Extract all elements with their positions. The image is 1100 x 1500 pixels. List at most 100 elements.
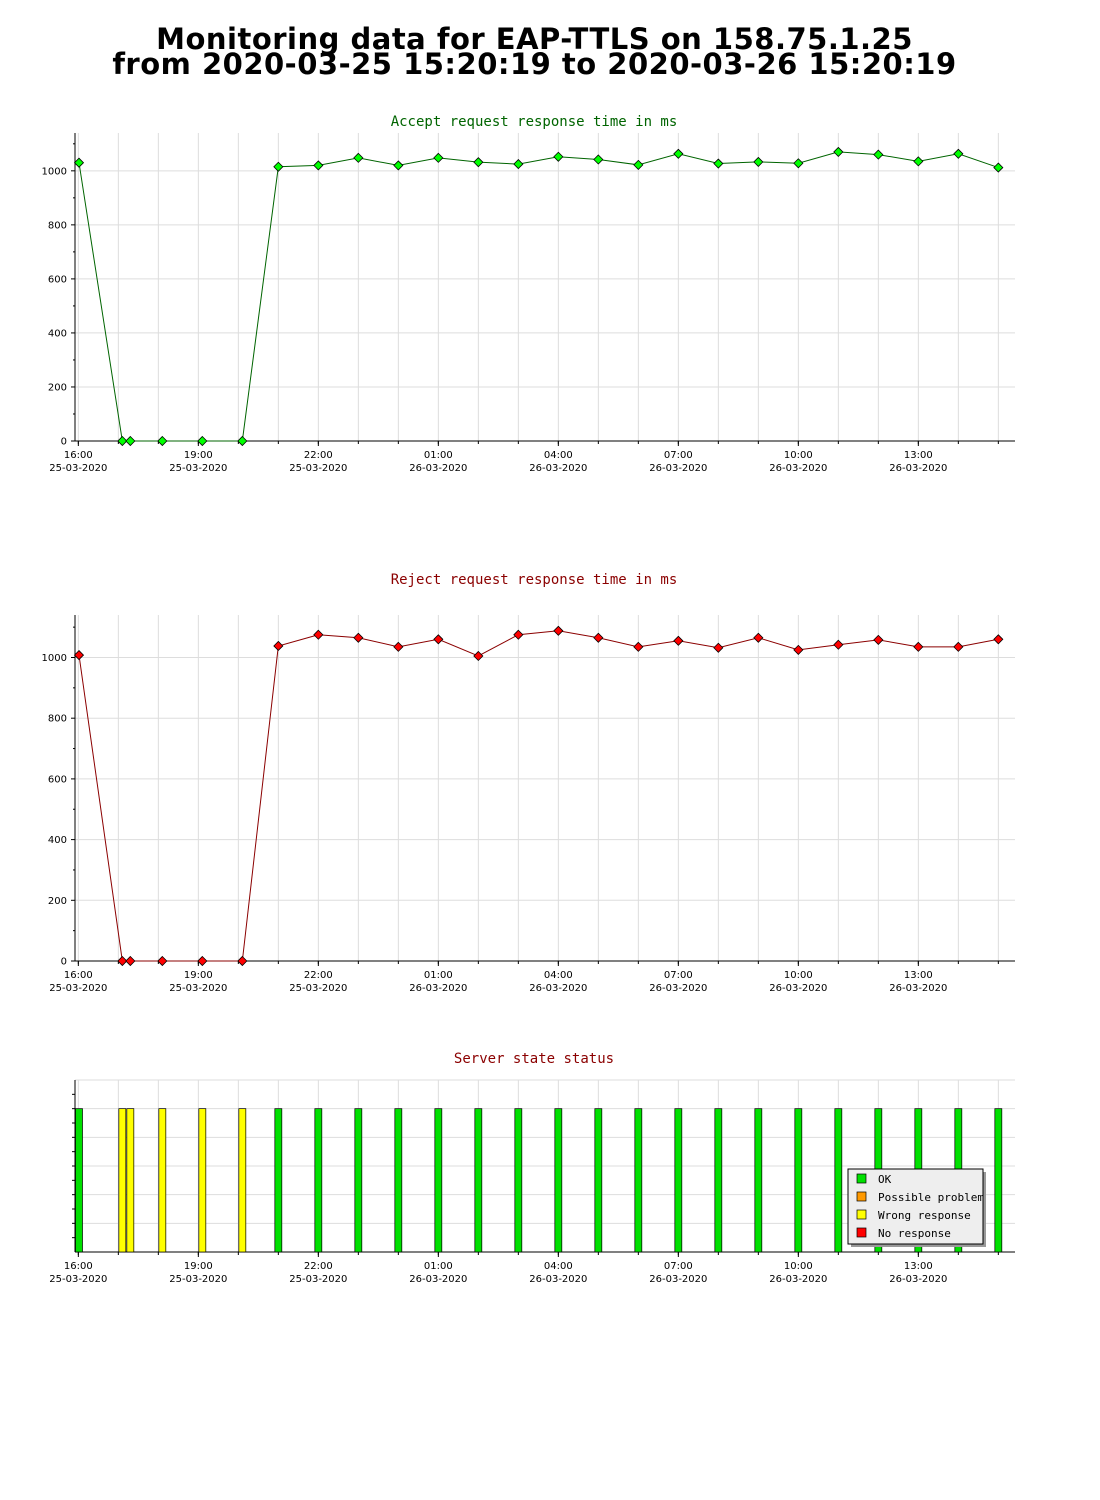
y-tick-label: 0 — [61, 437, 67, 448]
chart-title: Server state status — [454, 1051, 614, 1067]
status-bar — [674, 1108, 683, 1253]
data-point — [125, 435, 136, 447]
data-point — [873, 634, 884, 645]
status-bar — [75, 1108, 83, 1253]
chart-3: Server state status 16:00 25-03-2020 19:00 2… — [49, 1051, 1015, 1285]
x-tick-label-date: 26-03-2020 — [409, 1274, 467, 1285]
data-point — [313, 160, 324, 171]
status-bar — [834, 1108, 843, 1253]
x-tick-label-time: 13:00 — [904, 970, 933, 981]
data-point — [353, 152, 364, 163]
x-tick-label-time: 16:00 — [64, 450, 93, 461]
data-point — [873, 149, 884, 160]
data-point — [433, 634, 444, 645]
data-point — [993, 634, 1004, 645]
y-tick-label: 1000 — [42, 166, 67, 177]
x-tick-label-date: 26-03-2020 — [889, 1274, 947, 1285]
status-bar — [594, 1108, 603, 1253]
status-bar — [394, 1108, 403, 1253]
data-point — [833, 639, 844, 650]
y-tick-label: 200 — [48, 382, 67, 393]
data-point — [753, 632, 764, 643]
x-tick-label-date: 26-03-2020 — [529, 983, 587, 994]
y-tick-label: 400 — [48, 328, 67, 339]
y-tick-label: 400 — [48, 835, 67, 846]
data-point — [197, 955, 208, 967]
x-tick-label-date: 26-03-2020 — [889, 983, 947, 994]
y-tick-label: 1000 — [42, 653, 67, 664]
chart-1: Accept request response time in ms 0 200 40… — [42, 114, 1015, 474]
data-point — [513, 629, 524, 640]
status-bar — [754, 1108, 763, 1253]
data-point — [117, 955, 128, 967]
data-point — [237, 435, 248, 447]
x-tick-label-time: 04:00 — [544, 1261, 573, 1272]
status-bar — [794, 1108, 803, 1253]
status-bar — [634, 1108, 643, 1253]
status-bar — [118, 1108, 127, 1253]
data-point — [473, 650, 484, 662]
data-point — [713, 158, 724, 169]
status-bar — [994, 1108, 1003, 1253]
x-tick-label-date: 25-03-2020 — [289, 463, 347, 474]
status-bar — [434, 1108, 443, 1253]
x-tick-label-date: 25-03-2020 — [169, 463, 227, 474]
plot-area — [75, 615, 1015, 961]
data-point — [393, 641, 404, 652]
data-point — [713, 642, 724, 653]
x-tick-label-time: 07:00 — [664, 450, 693, 461]
x-tick-label-date: 26-03-2020 — [649, 983, 707, 994]
data-point — [913, 156, 924, 167]
data-point — [273, 161, 284, 172]
x-tick-label-time: 19:00 — [184, 1261, 213, 1272]
x-tick-label-date: 26-03-2020 — [649, 1274, 707, 1285]
x-tick-label-date: 25-03-2020 — [289, 983, 347, 994]
data-point — [313, 629, 324, 640]
x-tick-label-time: 22:00 — [304, 450, 333, 461]
data-point — [833, 146, 844, 157]
x-tick-label-time: 22:00 — [304, 970, 333, 981]
data-point — [753, 156, 764, 167]
data-point — [913, 641, 924, 652]
data-point — [993, 162, 1004, 173]
legend-box — [847, 1168, 984, 1245]
x-tick-label-date: 26-03-2020 — [769, 1274, 827, 1285]
x-tick-label-date: 26-03-2020 — [769, 463, 827, 474]
x-tick-label-time: 13:00 — [904, 1261, 933, 1272]
data-point — [117, 435, 128, 447]
page-subtitle: from 2020-03-25 15:20:19 to 2020-03-26 1… — [112, 47, 957, 81]
legend-label: OK — [878, 1173, 892, 1186]
status-bar — [354, 1108, 363, 1253]
x-tick-label-time: 04:00 — [544, 450, 573, 461]
data-point — [353, 632, 364, 643]
x-tick-label-time: 16:00 — [64, 1261, 93, 1272]
data-point — [673, 148, 684, 159]
x-tick-label-time: 01:00 — [424, 1261, 453, 1272]
y-tick-label: 600 — [48, 774, 67, 785]
x-tick-label-time: 10:00 — [784, 1261, 813, 1272]
plot-area — [75, 133, 1015, 441]
data-point — [593, 632, 604, 643]
data-point — [513, 159, 524, 170]
data-point — [673, 635, 684, 646]
x-tick-label-date: 26-03-2020 — [409, 463, 467, 474]
status-bar — [514, 1108, 523, 1253]
data-point — [197, 435, 208, 447]
x-tick-label-time: 10:00 — [784, 970, 813, 981]
x-tick-label-date: 26-03-2020 — [409, 983, 467, 994]
data-point — [793, 158, 804, 169]
x-tick-label-time: 19:00 — [184, 450, 213, 461]
status-bar — [126, 1108, 135, 1253]
legend-swatch — [856, 1209, 867, 1220]
status-bar — [274, 1108, 283, 1253]
legend-swatch — [856, 1191, 867, 1202]
data-point — [393, 160, 404, 171]
status-bar — [238, 1108, 247, 1253]
data-point — [433, 152, 444, 163]
x-tick-label-time: 07:00 — [664, 1261, 693, 1272]
status-bar — [198, 1108, 207, 1253]
status-bar — [158, 1108, 167, 1253]
y-tick-label: 800 — [48, 714, 67, 725]
data-point — [953, 148, 964, 159]
